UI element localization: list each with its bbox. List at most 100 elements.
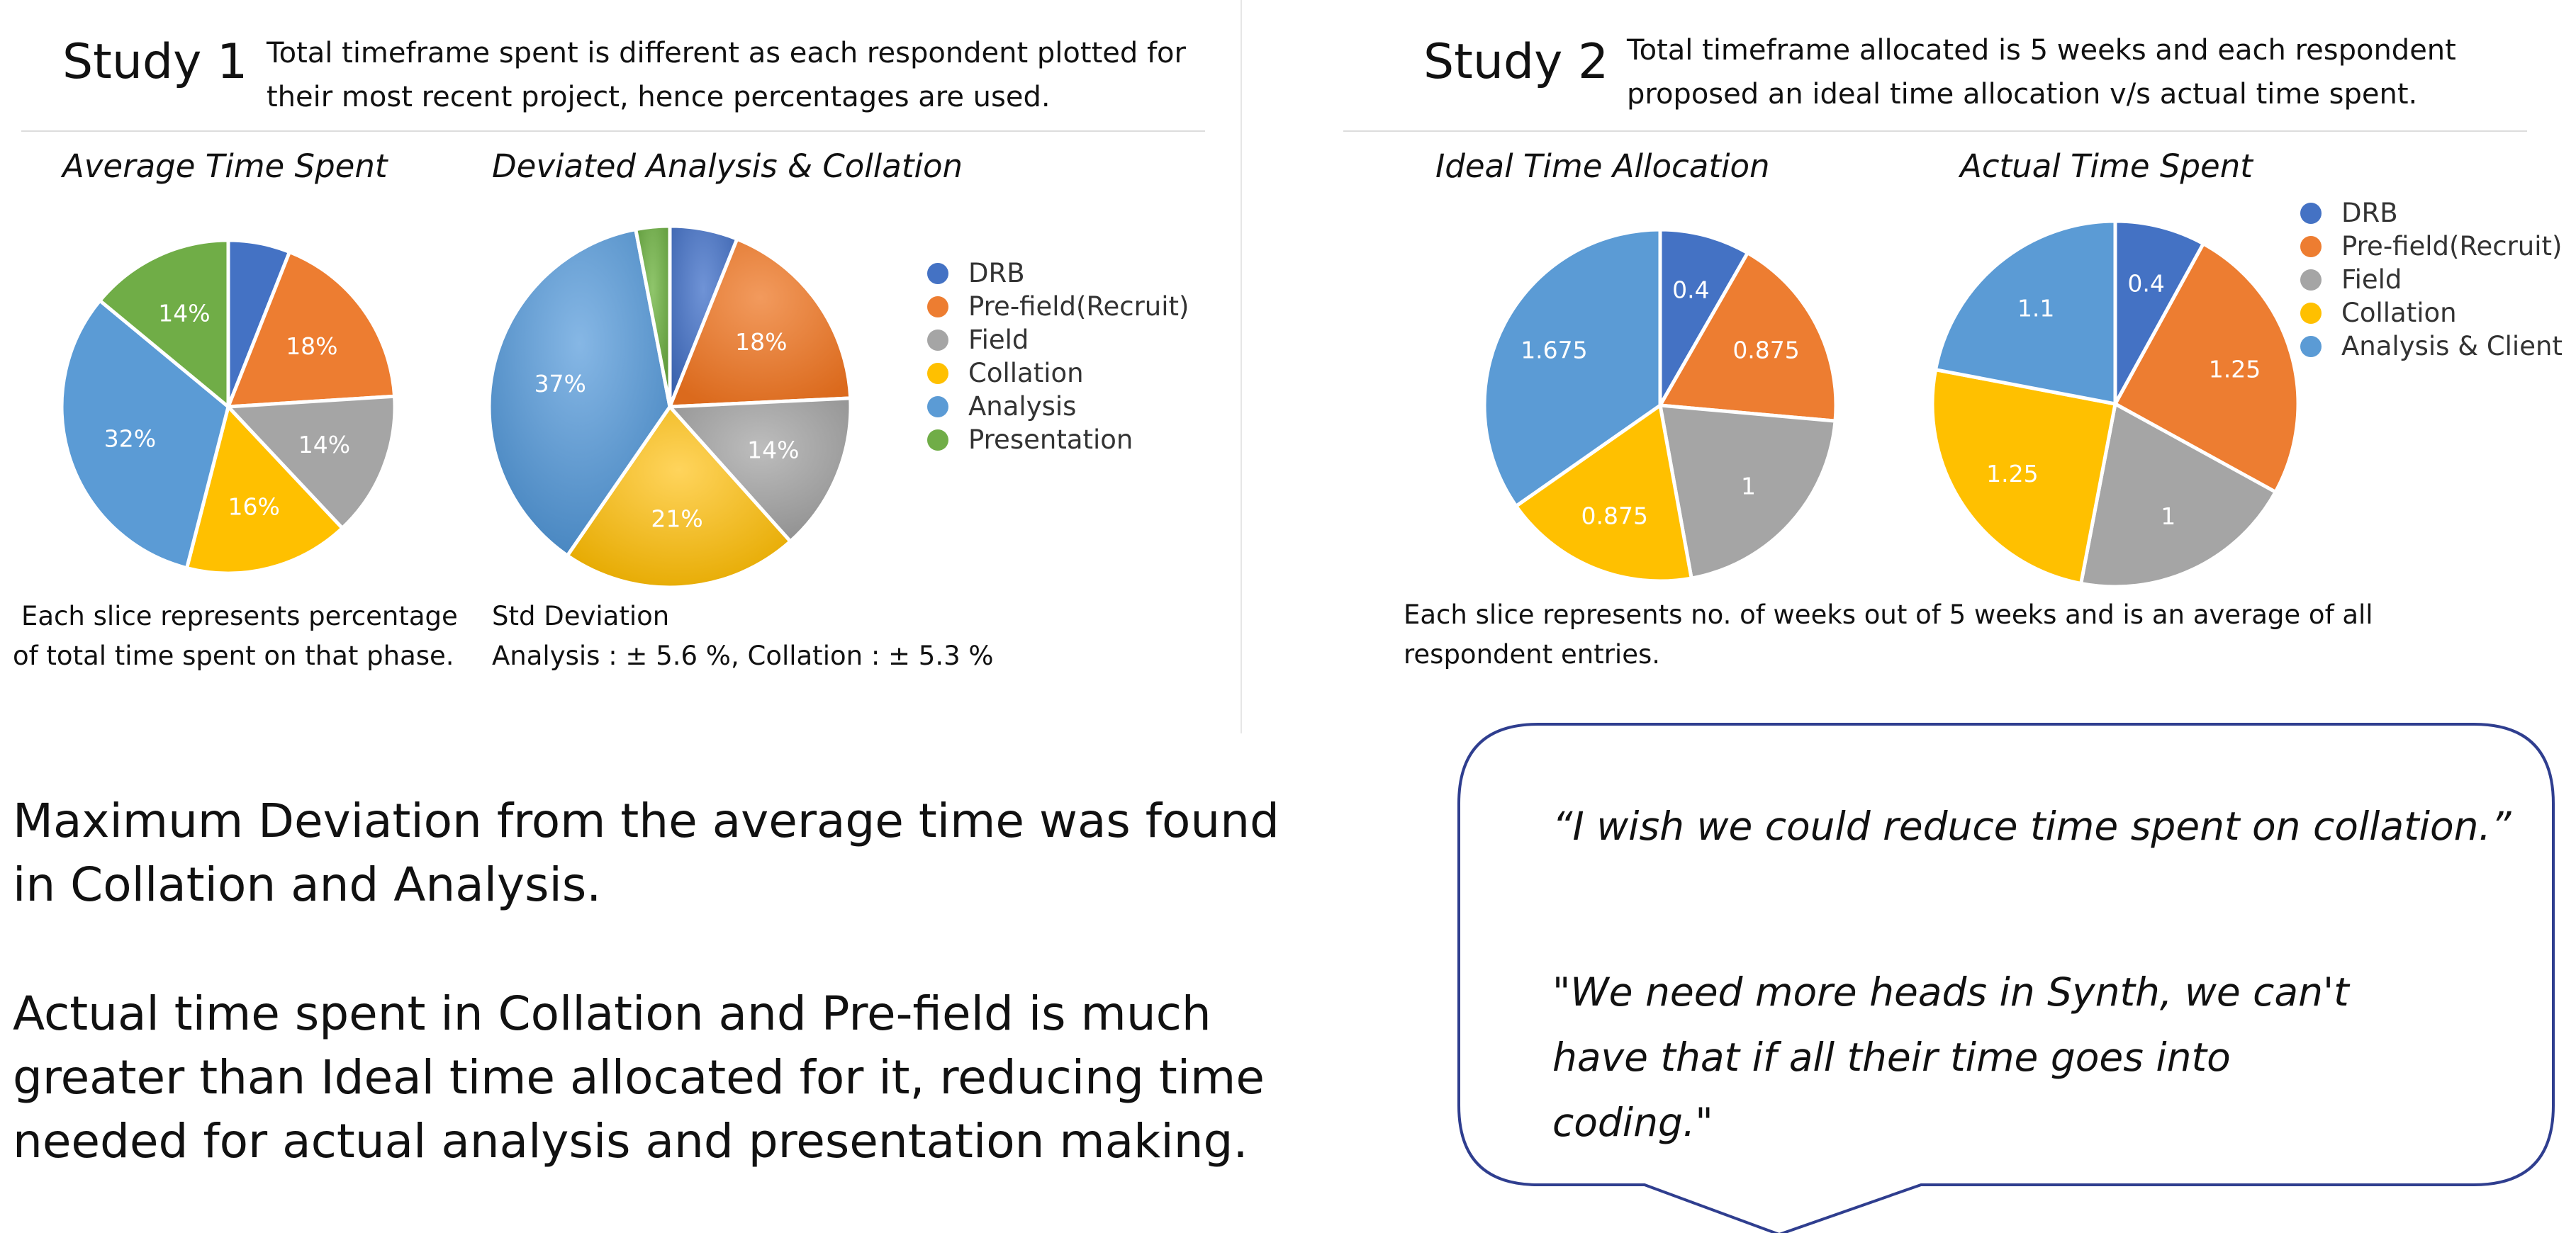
study1-description-line: Total timeframe spent is different as ea…	[267, 37, 1186, 69]
study2-description-line: Total timeframe allocated is 5 weeks and…	[1627, 34, 2456, 67]
pie-slice	[226, 394, 397, 530]
legend-swatch	[2300, 202, 2322, 224]
legend-swatch	[2300, 335, 2322, 357]
pie-data-label: 21%	[651, 505, 702, 532]
study1-title: Study 1	[62, 34, 248, 90]
legend-item: DRB	[927, 257, 1189, 290]
pie-slice	[2079, 402, 2278, 589]
legend-swatch	[927, 362, 948, 384]
speech-bubble	[1457, 723, 2555, 1233]
pie-data-label: 1	[2161, 502, 2175, 530]
legend-swatch	[2300, 269, 2322, 291]
pie-actual-time-spent: 0.4 1.25 1 1.25 1.1	[1930, 219, 2300, 589]
chart2-title: Deviated Analysis & Collation	[492, 147, 963, 185]
pie-data-label: 1	[1741, 472, 1756, 500]
legend-item: Field	[2300, 263, 2563, 296]
study1-description-line: their most recent project, hence percent…	[267, 81, 1051, 113]
pie-data-label: 1.1	[2017, 294, 2054, 322]
legend-label: Pre-field(Recruit)	[2341, 231, 2563, 261]
pie-data-label: 37%	[534, 370, 586, 398]
std-deviation-title: Std Deviation	[492, 601, 670, 631]
legend-item: Pre-field(Recruit)	[927, 290, 1189, 323]
pie-data-label: 16%	[228, 493, 280, 521]
legend-swatch	[927, 429, 948, 451]
legend-label: Presentation	[968, 424, 1133, 455]
pie-slice	[487, 227, 672, 558]
study1-note-line: of total time spent on that phase.	[13, 641, 454, 671]
finding-max-deviation: Maximum Deviation from the average time …	[13, 794, 1279, 912]
legend-label: DRB	[2341, 198, 2398, 228]
study2-divider	[1343, 130, 2527, 132]
legend-item: Collation	[927, 356, 1189, 390]
pie-slice	[1482, 227, 1662, 508]
quote-1-text: “I wish we could reduce time spent on co…	[1552, 804, 2511, 849]
quote-1: “I wish we could reduce time spent on co…	[1552, 794, 2531, 859]
legend-item: Pre-field(Recruit)	[2300, 230, 2563, 263]
legend-swatch	[927, 295, 948, 317]
legend-item: Analysis	[927, 390, 1189, 423]
pie-slice	[2113, 242, 2300, 494]
legend-study2: DRB Pre-field(Recruit) Field Collation A…	[2300, 196, 2563, 363]
std-deviation-values: Analysis : ± 5.6 %, Collation : ± 5.3 %	[492, 641, 994, 671]
legend-label: Analysis	[968, 391, 1077, 422]
pie-data-label: 1.675	[1521, 337, 1587, 364]
pie-data-label: 14%	[158, 300, 210, 327]
chart1-title: Average Time Spent	[62, 147, 388, 185]
study2-note-line: Each slice represents no. of weeks out o…	[1404, 599, 2373, 630]
pie-data-label: 32%	[104, 425, 156, 453]
pie-slice	[98, 238, 230, 409]
quote-2: "We need more heads in Synth, we can't h…	[1552, 959, 2389, 1155]
pie-data-label: 14%	[298, 431, 350, 458]
legend-item: Collation	[2300, 296, 2563, 330]
pie-slice	[1930, 368, 2117, 585]
legend-label: Analysis & Client	[2341, 331, 2563, 361]
legend-label: Pre-field(Recruit)	[968, 291, 1189, 322]
pie-slice	[226, 250, 397, 409]
legend-swatch	[927, 395, 948, 417]
pie-slice	[1658, 403, 1837, 580]
pie-data-label: 18%	[286, 332, 337, 360]
pie-slice	[668, 237, 853, 409]
legend-swatch	[927, 262, 948, 284]
speech-bubble-outline	[1457, 723, 2555, 1233]
pie-slice	[565, 405, 793, 590]
legend-swatch	[2300, 235, 2322, 257]
pie-slice	[60, 298, 230, 570]
pie-slice	[1514, 403, 1693, 583]
study2-description-line: proposed an ideal time allocation v/s ac…	[1627, 78, 2418, 111]
pie-data-label: 1.25	[2209, 356, 2261, 383]
study1-note: Each slice represents percentage of tota…	[13, 597, 458, 676]
legend-label: Field	[968, 325, 1029, 355]
pie-slice	[1658, 251, 1838, 423]
chart4-title: Actual Time Spent	[1960, 147, 2253, 185]
study1-divider	[21, 130, 1205, 132]
pie-slice	[185, 405, 345, 575]
pie-deviated-analysis-collation: 18% 14% 21% 37%	[487, 224, 853, 590]
chart3-title: Ideal Time Allocation	[1435, 147, 1770, 185]
legend-swatch	[2300, 302, 2322, 324]
pie-data-label: 0.875	[1581, 502, 1648, 529]
study2-title: Study 2	[1423, 34, 1609, 90]
legend-label: DRB	[968, 258, 1025, 288]
pie-data-label: 0.4	[2127, 270, 2164, 298]
pie-slice	[2113, 219, 2205, 406]
findings-spacer	[13, 917, 1317, 982]
pie-data-label: 14%	[747, 437, 799, 464]
quote-2-text: "We need more heads in Synth, we can't h…	[1552, 969, 2349, 1145]
legend-item: DRB	[2300, 196, 2563, 230]
legend-label: Field	[2341, 264, 2402, 295]
pie-slice	[634, 224, 672, 409]
study1-description: Total timeframe spent is different as ea…	[267, 31, 1188, 119]
pie-slice	[668, 396, 853, 544]
pie-slice	[1934, 219, 2117, 406]
pie-data-label: 0.4	[1672, 276, 1709, 304]
legend-label: Collation	[2341, 298, 2457, 328]
findings: Maximum Deviation from the average time …	[13, 789, 1317, 1173]
legend-swatch	[927, 329, 948, 351]
pie-average-time-spent: 18% 14% 16% 32% 14%	[60, 238, 397, 575]
section-separator	[1241, 0, 1242, 733]
std-deviation-note: Std Deviation Analysis : ± 5.6 %, Collat…	[492, 597, 994, 676]
legend-item: Field	[927, 323, 1189, 356]
study1-note-line: Each slice represents percentage	[21, 601, 458, 631]
